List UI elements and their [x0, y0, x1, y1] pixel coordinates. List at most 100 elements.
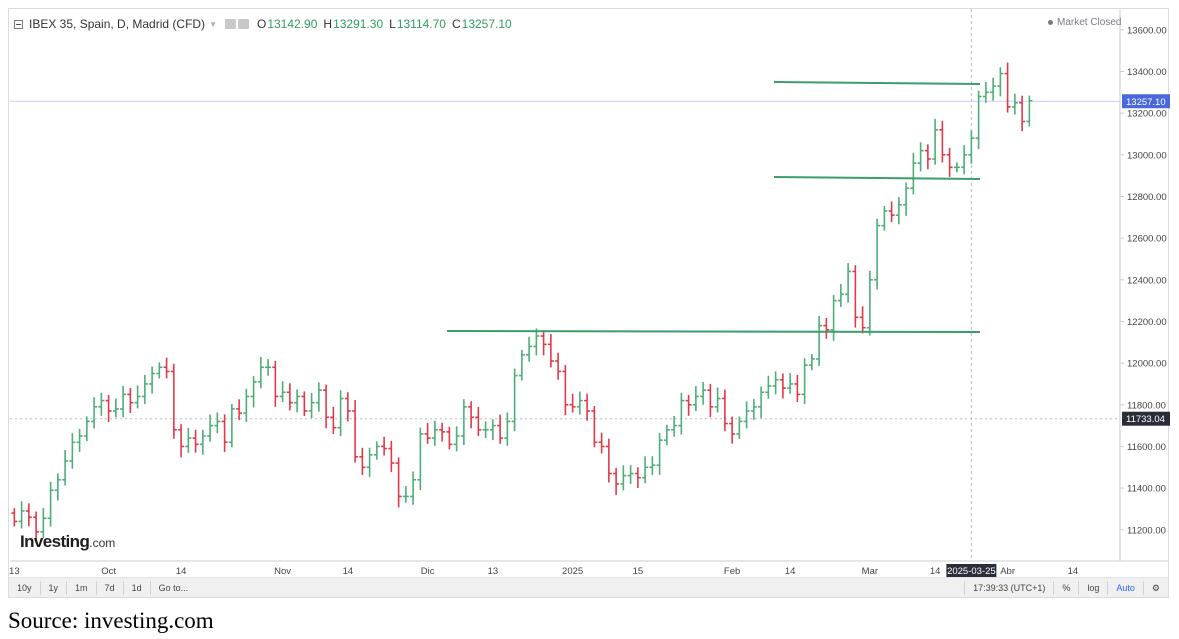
ohlc-bar — [315, 382, 322, 412]
ohlc-bar — [823, 317, 830, 339]
logo-suffix: .com — [89, 536, 116, 550]
ohlc-bar — [446, 426, 453, 450]
ohlc-bar — [134, 385, 141, 409]
ohlc-bar — [787, 372, 794, 394]
ohlc-bar — [18, 501, 25, 529]
ohlc-bar — [98, 392, 105, 416]
trend-line — [773, 176, 981, 180]
range-10y-button[interactable]: 10y — [9, 580, 41, 595]
ohlc-bar — [1004, 62, 1011, 113]
settings-icon[interactable] — [237, 19, 249, 29]
ohlc-bar — [613, 467, 620, 495]
ohlc-bar — [634, 467, 641, 489]
ohlc-bar — [279, 381, 286, 403]
y-tick-label: 11800.00 — [1127, 400, 1166, 411]
ohlc-bar — [808, 353, 815, 371]
ohlc-bar — [69, 433, 76, 469]
ohlc-bar — [975, 90, 982, 150]
ohlc-bar — [866, 270, 873, 336]
ohlc-bar — [518, 349, 525, 381]
ohlc-bar — [453, 426, 460, 452]
auto-button[interactable]: Auto — [1107, 580, 1143, 595]
goto-button[interactable]: Go to... — [158, 582, 189, 593]
reference-price-tag-box — [1122, 411, 1170, 426]
ohlc-bar — [47, 481, 54, 527]
ohlc-bar — [308, 393, 315, 419]
x-tick-label: Oct — [101, 566, 116, 577]
ohlc-bar — [526, 336, 533, 362]
ohlc-bar — [707, 383, 714, 418]
ohlc-bar — [163, 357, 170, 379]
log-button[interactable]: log — [1078, 580, 1107, 595]
percent-button[interactable]: % — [1053, 580, 1078, 595]
ohlc-bar — [257, 356, 264, 389]
ohlc-bar — [199, 429, 206, 455]
ohlc-bar — [562, 365, 569, 416]
ohlc-bar — [112, 398, 119, 418]
y-tick-label: 11600.00 — [1127, 442, 1166, 453]
ohlc-bar — [286, 383, 293, 411]
ohlc-bar — [25, 503, 32, 527]
ohlc-bar — [888, 201, 895, 223]
investing-logo: Investing.com — [20, 532, 115, 552]
range-1m-button[interactable]: 1m — [67, 580, 97, 595]
ohlc-bar — [359, 447, 366, 475]
ohlc-bar — [236, 399, 243, 421]
y-tick-label: 13400.00 — [1127, 67, 1167, 78]
x-tick-label: 15 — [633, 566, 644, 577]
open-value: 13142.90 — [267, 17, 318, 31]
ohlc-bar — [40, 507, 47, 539]
ohlc-bar — [62, 450, 69, 486]
x-tick-label: 13 — [9, 566, 20, 577]
chart-frame — [8, 8, 1169, 598]
y-tick-label: 13000.00 — [1127, 150, 1167, 161]
x-tick-label: 14 — [785, 566, 796, 577]
ohlc-bar — [924, 144, 931, 170]
trend-line — [773, 81, 981, 85]
range-1y-button[interactable]: 1y — [41, 580, 68, 595]
ohlc-bar — [656, 433, 663, 475]
ohlc-bar — [91, 397, 98, 429]
ohlc-bar — [584, 393, 591, 421]
ohlc-bar — [265, 358, 272, 376]
visibility-icon[interactable] — [224, 19, 236, 29]
ohlc-bar — [301, 391, 308, 417]
ohlc-bar — [330, 406, 337, 435]
ohlc-bar — [895, 197, 902, 225]
ohlc-bar — [671, 415, 678, 437]
high-label: H — [323, 17, 333, 31]
ohlc-bar — [721, 389, 728, 432]
low-value: 13114.70 — [396, 17, 446, 31]
ohlc-bar — [417, 427, 424, 491]
ohlc-bar — [627, 465, 634, 484]
ohlc-bar — [388, 440, 395, 473]
range-1d-button[interactable]: 1d — [124, 580, 151, 595]
ohlc-bar — [250, 376, 257, 408]
gear-icon[interactable]: ⚙ — [1142, 580, 1168, 595]
x-tick-label: Mar — [862, 566, 878, 577]
chevron-down-icon[interactable]: ▼ — [209, 19, 217, 29]
ohlc-bar — [881, 206, 888, 231]
ohlc-bar — [917, 142, 924, 172]
collapse-icon[interactable] — [14, 19, 23, 29]
symbol-title: IBEX 35, Spain, D, Madrid (CFD) — [29, 17, 206, 31]
ohlc-bar — [497, 414, 504, 444]
ohlc-bar — [946, 147, 953, 177]
price-chart[interactable]: 11200.00 11400.00 11600.00 11800.00 12000.00… — [0, 0, 1179, 600]
low-label: L — [389, 17, 396, 31]
range-7d-button[interactable]: 7d — [97, 580, 124, 595]
y-tick-label: 12400.00 — [1127, 275, 1167, 286]
ohlc-bar — [323, 384, 330, 429]
x-tick-label: 14 — [1068, 566, 1079, 577]
time-readout: 17:39:33 (UTC+1) — [964, 580, 1053, 595]
ohlc-bar — [192, 429, 199, 453]
close-value: 13257.10 — [461, 17, 512, 31]
ohlc-bar — [511, 368, 518, 432]
ohlc-bar — [54, 473, 61, 501]
x-tick-label: Dic — [421, 566, 435, 577]
ohlc-bar — [758, 386, 765, 418]
ohlc-bar — [910, 152, 917, 195]
ohlc-bar — [460, 399, 467, 446]
x-tick-label: 14 — [343, 566, 354, 577]
ohlc-bar — [489, 419, 496, 441]
